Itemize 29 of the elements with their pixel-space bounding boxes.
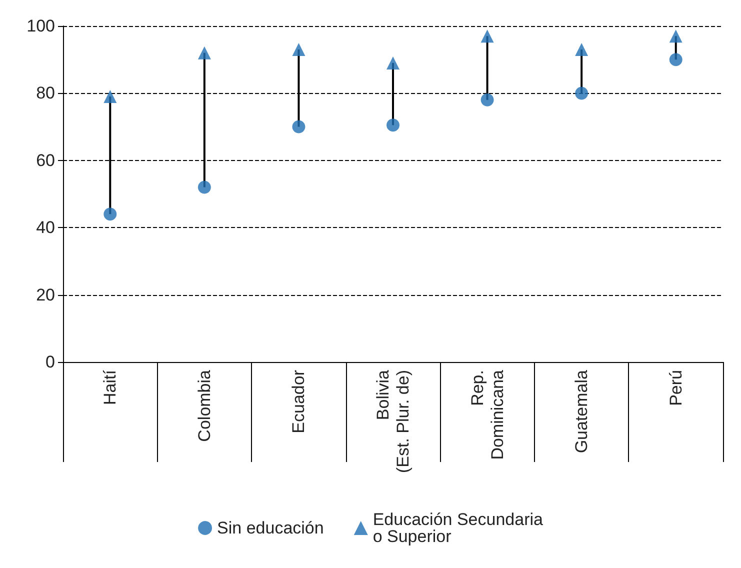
legend-label: Sin educación bbox=[217, 518, 324, 538]
point bbox=[575, 86, 588, 100]
x-tick-label: Perú bbox=[666, 370, 686, 406]
legend-label: Educación Secundaria o Superior bbox=[372, 510, 544, 546]
x-tick-label: Bolivia (Est. Plur. de) bbox=[374, 369, 412, 473]
point bbox=[198, 46, 211, 60]
point bbox=[669, 53, 682, 66]
point bbox=[386, 56, 400, 70]
y-tick-label: 40 bbox=[36, 218, 55, 238]
point bbox=[575, 43, 588, 56]
y-tick-label: 60 bbox=[36, 150, 55, 170]
x-tick-label: Guatemala bbox=[572, 369, 592, 454]
point bbox=[292, 120, 306, 134]
point bbox=[386, 118, 400, 132]
x-tick-label: Rep. Dominicana bbox=[468, 369, 507, 460]
x-tick-label: Colombia bbox=[194, 369, 214, 442]
point bbox=[292, 43, 306, 56]
y-tick-label: 0 bbox=[46, 352, 55, 372]
y-tick-label: 20 bbox=[36, 285, 55, 304]
point bbox=[480, 30, 494, 43]
x-tick-label: Ecuador bbox=[289, 370, 308, 434]
point bbox=[669, 30, 682, 43]
point bbox=[104, 208, 117, 221]
x-tick-label: Haití bbox=[100, 370, 120, 405]
y-tick-label: 80 bbox=[36, 84, 55, 103]
y-tick-label: 100 bbox=[26, 16, 55, 36]
point bbox=[198, 180, 211, 194]
point bbox=[104, 90, 117, 104]
point bbox=[480, 93, 494, 106]
